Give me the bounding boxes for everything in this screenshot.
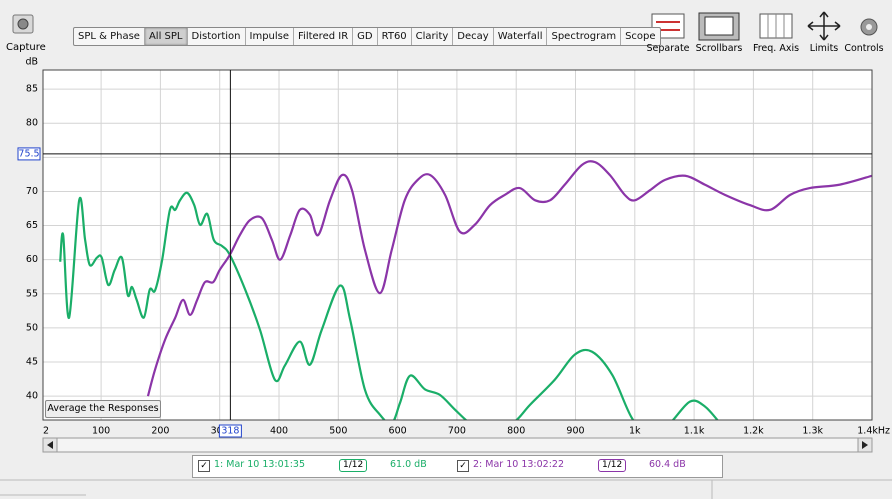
tab[interactable]: Scope: [625, 31, 656, 42]
tab[interactable]: Distortion: [188, 28, 246, 45]
smoothing-icon[interactable]: 1/12: [339, 459, 368, 472]
tab[interactable]: Filtered IR: [294, 28, 354, 45]
legend-name[interactable]: 1: Mar 10 13:01:35: [214, 459, 305, 470]
toolbar-button-label[interactable]: Scrollbars: [695, 43, 743, 54]
legend-name[interactable]: 2: Mar 10 13:02:22: [473, 459, 564, 470]
series-line: [59, 191, 719, 420]
x-tick-label: 1.4kHz: [857, 426, 890, 437]
cursor-y-label: 75.5: [18, 148, 39, 159]
x-tick-label: 900: [566, 426, 584, 437]
series-line: [146, 160, 872, 397]
x-tick-label: 1.1k: [684, 426, 705, 437]
controls-icon[interactable]: [860, 18, 878, 36]
x-tick-label: 600: [389, 426, 407, 437]
x-tick-label: 200: [151, 426, 169, 437]
x-tick-label: 400: [270, 426, 288, 437]
checkbox[interactable]: ✓: [457, 460, 469, 472]
capture-label[interactable]: Capture: [6, 42, 46, 53]
y-tick-label: 45: [26, 357, 38, 368]
y-axis-label: dB: [25, 57, 38, 68]
legend: ✓ 1: Mar 10 13:01:35 1/12 61.0 dB ✓ 2: Mar 10…: [192, 455, 723, 478]
tab[interactable]: Spectrogram: [547, 28, 622, 45]
average-button[interactable]: Average the Responses: [45, 400, 161, 418]
x-tick-label: 700: [448, 426, 466, 437]
toolbar-button-label[interactable]: Separate: [646, 43, 690, 54]
tab[interactable]: Impulse: [246, 28, 295, 45]
cursor-x-label: 318: [221, 426, 239, 437]
h-scrollbar[interactable]: [42, 437, 873, 453]
tab[interactable]: All SPL: [144, 28, 188, 45]
freq-axis-icon[interactable]: [759, 13, 793, 39]
legend-level: 61.0 dB: [390, 459, 427, 470]
tab[interactable]: Waterfall: [494, 28, 548, 45]
limits-icon[interactable]: [807, 11, 841, 41]
y-tick-label: 40: [26, 391, 38, 402]
y-tick-label: 55: [26, 288, 38, 299]
x-tick-label: 500: [329, 426, 347, 437]
x-tick-label: 100: [92, 426, 110, 437]
toolbar-button-label[interactable]: Freq. Axis: [752, 43, 800, 54]
plot-area: [43, 70, 872, 420]
series-group: [59, 160, 872, 420]
x-tick-label: 2: [43, 426, 49, 437]
y-tick-label: 50: [26, 322, 38, 333]
checkbox[interactable]: ✓: [198, 460, 210, 472]
smoothing-icon[interactable]: 1/12: [598, 459, 627, 472]
cursor-x-box: [218, 424, 242, 438]
status-bar: [0, 479, 892, 499]
y-tick-label: 70: [26, 186, 38, 197]
tab-bar: SPL & Phase All SPL Distortion Impulse Filte…: [73, 27, 661, 46]
x-tick-label: 800: [507, 426, 525, 437]
tab[interactable]: RT60: [378, 28, 412, 45]
plot-border: [42, 69, 873, 421]
toolbar-button-label[interactable]: Limits: [809, 43, 839, 54]
x-tick-label: 1.3k: [802, 426, 823, 437]
scrollbars-icon[interactable]: [698, 12, 740, 41]
y-tick-label: 85: [26, 84, 38, 95]
capture-icon[interactable]: [12, 14, 34, 34]
x-tick-label: 1.2k: [743, 426, 764, 437]
tab[interactable]: Decay: [453, 28, 494, 45]
tab[interactable]: Clarity: [412, 28, 454, 45]
x-tick-label: 1k: [629, 426, 641, 437]
cursor-y-box: [17, 147, 41, 161]
toolbar-button-label[interactable]: Controls: [844, 43, 884, 54]
y-tick-label: 65: [26, 220, 38, 231]
y-tick-label: 80: [26, 118, 38, 129]
tab[interactable]: SPL & Phase: [74, 28, 145, 45]
y-tick-label: 60: [26, 254, 38, 265]
legend-level: 60.4 dB: [649, 459, 686, 470]
tab[interactable]: GD: [353, 28, 378, 45]
